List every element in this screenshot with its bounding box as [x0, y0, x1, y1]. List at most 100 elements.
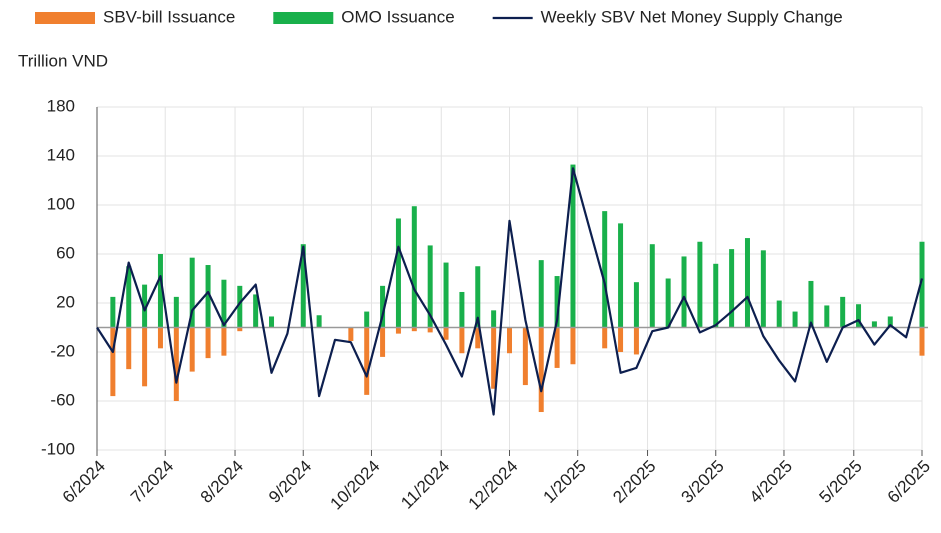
bar: [538, 327, 544, 413]
x-tick-label: 11/2024: [397, 457, 453, 513]
bar: [126, 327, 132, 370]
bar: [269, 316, 275, 328]
bar: [221, 327, 227, 356]
y-tick-label: -100: [41, 439, 75, 458]
y-tick-label: 60: [56, 243, 75, 262]
x-tick-label: 6/2024: [59, 457, 109, 507]
x-tick-label: 3/2025: [678, 457, 728, 507]
y-tick-label: 20: [56, 292, 75, 311]
x-tick-label: 4/2025: [746, 457, 796, 507]
bar: [475, 327, 481, 349]
x-tick-label: 7/2024: [127, 457, 177, 507]
bar: [475, 266, 481, 328]
bar: [110, 296, 116, 328]
bar: [840, 296, 846, 328]
y-tick-label: 100: [47, 194, 75, 213]
bar: [253, 294, 259, 328]
bar: [744, 238, 750, 328]
legend-label: SBV-bill Issuance: [103, 7, 235, 26]
bar: [427, 245, 433, 328]
bar: [364, 311, 370, 328]
bar: [110, 327, 116, 397]
bar: [459, 327, 465, 354]
bar: [602, 327, 608, 349]
x-tick-label: 5/2025: [816, 457, 866, 507]
bar: [602, 211, 608, 328]
x-tick-label: 1/2025: [540, 457, 590, 507]
bar: [665, 278, 671, 328]
bar: [126, 266, 132, 328]
bar: [189, 327, 195, 372]
bar: [205, 327, 211, 359]
bar: [538, 260, 544, 328]
bar: [221, 279, 227, 328]
bar: [760, 250, 766, 328]
bar: [157, 327, 163, 349]
bar: [395, 218, 401, 328]
x-tick-label: 6/2025: [884, 457, 934, 507]
line: [96, 167, 924, 416]
bar: [173, 327, 179, 401]
bar: [554, 327, 560, 368]
bar: [919, 241, 925, 328]
bar: [157, 254, 163, 328]
y-axis-label: Trillion VND: [18, 51, 108, 70]
bar: [713, 263, 719, 328]
bar: [871, 321, 877, 328]
bar: [411, 206, 417, 328]
bar: [316, 315, 322, 328]
bar: [824, 305, 830, 328]
bar: [364, 327, 370, 395]
bar: [427, 327, 433, 333]
bar: [697, 241, 703, 328]
bar: [633, 327, 639, 355]
bar: [681, 256, 687, 328]
bar: [459, 291, 465, 328]
bar: [808, 280, 814, 328]
bar: [142, 284, 148, 328]
legend-swatch: [35, 12, 95, 24]
bar: [729, 249, 735, 328]
y-tick-label: -20: [50, 341, 75, 360]
x-tick-label: 8/2024: [197, 457, 247, 507]
bar: [570, 164, 576, 328]
bar: [554, 276, 560, 328]
bar: [491, 310, 497, 328]
bar: [633, 282, 639, 328]
x-tick-label: 10/2024: [327, 457, 384, 514]
bar: [189, 257, 195, 328]
bar: [856, 304, 862, 328]
bar: [507, 327, 512, 354]
bar: [792, 311, 798, 328]
bar: [649, 244, 655, 328]
legend-label: Weekly SBV Net Money Supply Change: [541, 7, 843, 26]
y-tick-label: 140: [47, 145, 75, 164]
bar: [522, 327, 528, 386]
bar: [205, 265, 211, 328]
bar: [173, 296, 179, 328]
bar: [142, 327, 148, 387]
bar: [395, 327, 401, 334]
bar: [570, 327, 576, 365]
bar: [887, 316, 893, 328]
bar: [380, 327, 386, 357]
bar: [618, 327, 624, 352]
bar: [491, 327, 497, 389]
legend-label: OMO Issuance: [341, 7, 454, 26]
legend-swatch: [273, 12, 334, 24]
bar: [348, 327, 354, 341]
bar: [237, 327, 243, 332]
x-tick-label: 2/2025: [609, 457, 659, 507]
bar: [411, 327, 417, 332]
bar: [237, 285, 243, 328]
bar: [443, 327, 449, 340]
bar: [618, 223, 624, 328]
bar: [919, 327, 925, 356]
x-tick-label: 9/2024: [265, 457, 315, 507]
y-tick-label: -60: [50, 390, 75, 409]
y-tick-label: 180: [47, 96, 75, 115]
bar: [380, 285, 386, 328]
bar: [443, 262, 449, 328]
x-tick-label: 12/2024: [465, 457, 522, 514]
